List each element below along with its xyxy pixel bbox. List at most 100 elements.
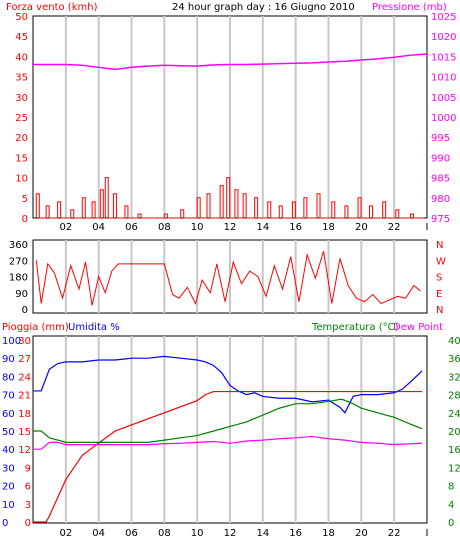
temperature-tick-label: 20 (448, 427, 460, 438)
hour-tick-label: 04 (92, 528, 105, 539)
hour-tick-label: 04 (92, 222, 105, 233)
hour-tick-end: I (426, 528, 429, 539)
temperature-tick-label: 40 (448, 336, 460, 347)
hour-tick-label: 02 (59, 528, 72, 539)
hour-tick-label: 22 (388, 528, 401, 539)
wind-tick-label: 40 (15, 52, 28, 63)
humidity-tick-label: 90 (2, 354, 15, 365)
wind-tick-label: 15 (15, 153, 28, 164)
temperature-tick-label: 36 (448, 354, 460, 365)
humidity-tick-label: 0 (2, 518, 8, 529)
wind-tick-label: 45 (15, 32, 28, 43)
hour-tick-label: 06 (125, 528, 138, 539)
pressure-line (33, 53, 428, 71)
temperature-tick-label: 12 (448, 463, 460, 474)
hour-tick-label: 16 (289, 528, 302, 539)
pressure-axis-label: Pressione (mb) (372, 2, 447, 13)
hour-tick-label: 22 (388, 222, 401, 233)
rain-line (33, 390, 423, 523)
wind-tick-label: 0 (22, 214, 28, 225)
hour-tick-label: 18 (322, 222, 335, 233)
temperature-tick-label: 28 (448, 391, 460, 402)
rain-tick-label: 6 (25, 482, 31, 493)
hour-tick-label: 20 (355, 528, 368, 539)
pressure-tick-label: 980 (431, 194, 450, 205)
wind-tick-label: 50 (15, 12, 28, 23)
hour-tick-end: I (426, 222, 429, 233)
humidity-tick-label: 40 (2, 445, 15, 456)
humidity-tick-label: 60 (2, 409, 15, 420)
compass-tick-label: W (436, 256, 446, 267)
temperature-axis-label: Temperatura (°C) (311, 322, 399, 333)
rain-tick-label: 24 (18, 372, 31, 383)
humidity-line (33, 355, 423, 414)
pressure-tick-label: 1005 (431, 93, 456, 104)
temperature-tick-label: 4 (448, 500, 454, 511)
hour-tick-label: 12 (224, 222, 237, 233)
hour-tick-label: 08 (158, 222, 171, 233)
wind-tick-label: 10 (15, 174, 28, 185)
hour-tick-label: 20 (355, 222, 368, 233)
hour-tick-label: 10 (191, 222, 204, 233)
rain-tick-label: 30 (18, 336, 31, 347)
compass-tick-label: N (436, 240, 443, 251)
hour-tick-label: 14 (256, 222, 269, 233)
humidity-tick-label: 10 (2, 500, 15, 511)
direction-tick-label: 180 (9, 273, 28, 284)
humidity-axis-label: Umidita % (68, 322, 120, 333)
pressure-tick-label: 1000 (431, 113, 456, 124)
rain-tick-label: 15 (18, 427, 31, 438)
rain-tick-label: 27 (18, 354, 31, 365)
humidity-tick-label: 100 (2, 336, 21, 347)
dewpoint-axis-label: Dew Point (393, 322, 443, 333)
hour-tick-label: 02 (59, 222, 72, 233)
direction-tick-label: 90 (15, 289, 28, 300)
direction-tick-label: 0 (22, 305, 28, 316)
hour-tick-label: 12 (224, 528, 237, 539)
hour-tick-label: 08 (158, 528, 171, 539)
pressure-tick-label: 1010 (431, 73, 456, 84)
wind-axis-label: Forza vento (kmh) (6, 2, 98, 13)
chart-title: 24 hour graph day : 16 Giugno 2010 (172, 2, 355, 13)
humidity-tick-label: 70 (2, 391, 15, 402)
hour-tick-label: 10 (191, 528, 204, 539)
hour-tick-label: 16 (289, 222, 302, 233)
humidity-tick-label: 80 (2, 372, 15, 383)
rain-tick-label: 3 (25, 500, 31, 511)
pressure-tick-label: 995 (431, 133, 450, 144)
rain-tick-label: 12 (18, 445, 31, 456)
pressure-tick-label: 1020 (431, 32, 456, 43)
temperature-tick-label: 8 (448, 482, 454, 493)
temperature-tick-label: 0 (448, 518, 454, 529)
dewpoint-line (33, 435, 423, 450)
rain-tick-label: 0 (25, 518, 31, 529)
humidity-tick-label: 20 (2, 482, 15, 493)
compass-tick-label: N (436, 305, 443, 316)
hour-tick-label: 06 (125, 222, 138, 233)
compass-tick-label: E (436, 289, 442, 300)
pressure-tick-label: 1015 (431, 52, 456, 63)
pressure-tick-label: 990 (431, 153, 450, 164)
temperature-line (33, 398, 423, 443)
rain-axis-label: Pioggia (mm) (2, 322, 69, 333)
compass-tick-label: S (436, 273, 442, 284)
wind-tick-label: 25 (15, 113, 28, 124)
humidity-tick-label: 30 (2, 463, 15, 474)
wind-tick-label: 5 (22, 194, 28, 205)
humidity-tick-label: 50 (2, 427, 15, 438)
temperature-tick-label: 16 (448, 445, 460, 456)
rain-tick-label: 21 (18, 391, 31, 402)
hour-tick-label: 18 (322, 528, 335, 539)
pressure-tick-label: 1025 (431, 12, 456, 23)
wind-speed-line (35, 177, 424, 219)
wind-direction-line (35, 251, 421, 306)
wind-tick-label: 20 (15, 133, 28, 144)
wind-tick-label: 30 (15, 93, 28, 104)
wind-tick-label: 35 (15, 73, 28, 84)
temperature-tick-label: 24 (448, 409, 460, 420)
hour-tick-label: 14 (256, 528, 269, 539)
temperature-tick-label: 32 (448, 372, 460, 383)
